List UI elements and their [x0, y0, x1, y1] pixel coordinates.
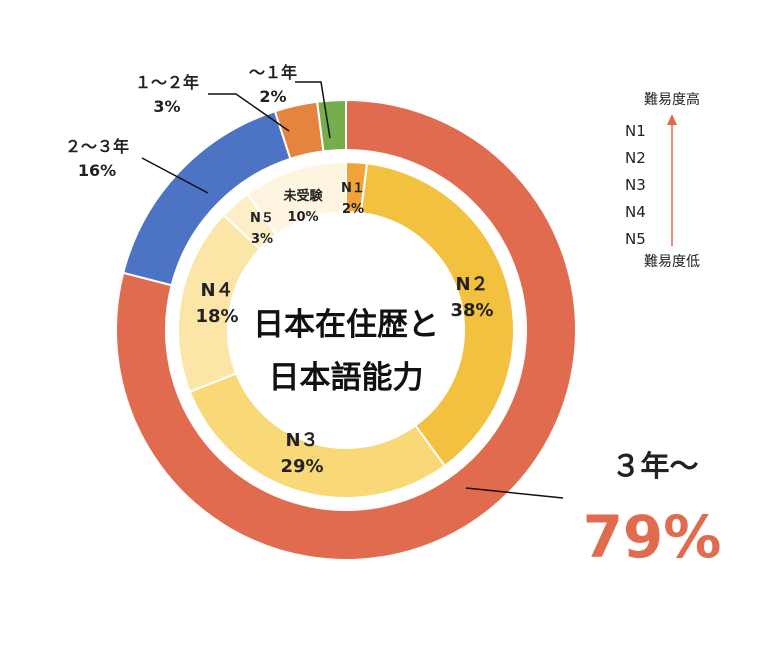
outer-pct-1: 16%: [78, 161, 116, 180]
legend-item-n4: N4: [625, 203, 646, 221]
legend-item-n2: N2: [625, 149, 646, 167]
inner-pct-3: 18%: [195, 306, 238, 327]
inner-label-1: N２: [455, 274, 488, 295]
highlight-label: ３年～: [611, 449, 698, 483]
inner-label-5: 未受験: [282, 188, 323, 204]
difficulty-legend: 難易度高 N1 N2 N3 N4 N5 難易度低: [625, 91, 700, 270]
inner-label-2: N３: [285, 430, 318, 451]
inner-pct-5: 10%: [287, 210, 318, 225]
inner-pct-0: 2%: [342, 202, 364, 217]
center-hole: [228, 212, 464, 448]
leader-line-0: [141, 157, 209, 194]
outer-pct-2: 3%: [153, 97, 180, 116]
outer-ring: [115, 98, 577, 561]
inner-label-4: N５: [250, 211, 274, 226]
outer-label-1: ２～３年: [65, 137, 129, 156]
outer-label-2: １～２年: [135, 73, 199, 92]
legend-item-n5: N5: [625, 230, 646, 248]
leader-line-3: [465, 487, 564, 499]
legend-top-label: 難易度高: [644, 91, 700, 108]
outer-slice-0: [115, 98, 577, 561]
outer-slice-3: [316, 98, 347, 153]
inner-label-3: N４: [200, 280, 233, 301]
legend-bottom-label: 難易度低: [644, 254, 700, 270]
inner-label-0: N１: [341, 181, 365, 196]
legend-item-n3: N3: [625, 176, 646, 194]
legend-arrow-head-icon: [667, 114, 677, 125]
outer-label-3: ～１年: [249, 63, 297, 82]
leader-line-2: [295, 81, 331, 139]
chart-title-line-2: 日本語能力: [269, 360, 424, 396]
chart-title-line-1: 日本在住歴と: [253, 307, 439, 343]
legend-item-n1: N1: [625, 122, 646, 140]
highlight-percent: 79%: [583, 503, 722, 571]
inner-pct-2: 29%: [280, 456, 323, 477]
slice-labels: N１ 2% N２ 38% N３ 29% N４ 18% N５ 3% 未受験 10% ２～３年 16% １～２年…: [65, 63, 494, 477]
leader-lines: [141, 81, 564, 499]
outer-pct-3: 2%: [259, 87, 286, 106]
inner-pct-4: 3%: [251, 232, 273, 247]
leader-line-1: [208, 93, 290, 132]
inner-pct-1: 38%: [450, 300, 493, 321]
